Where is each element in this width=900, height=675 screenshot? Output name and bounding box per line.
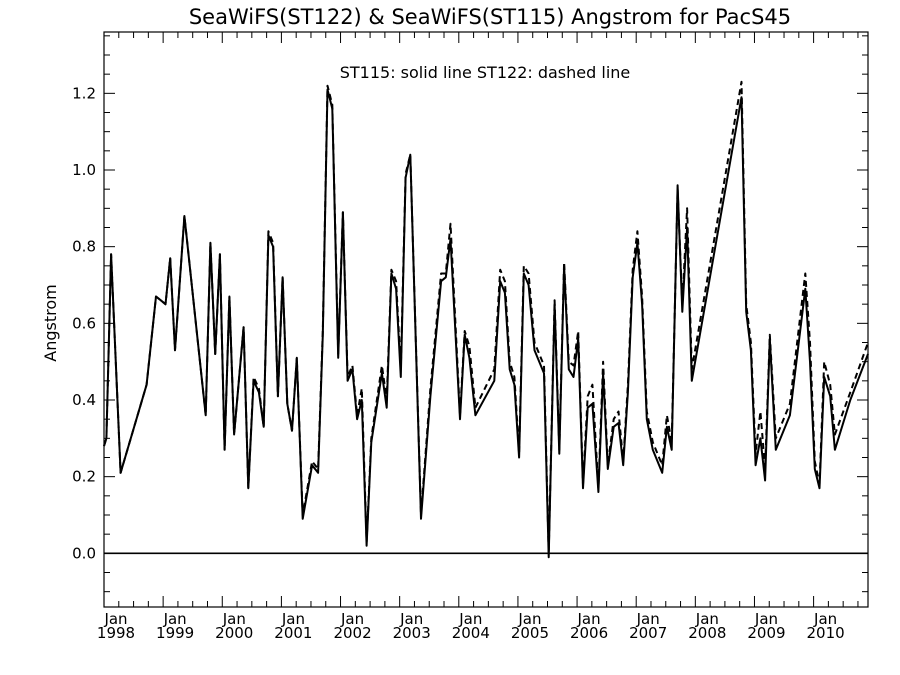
x-tick-label-month: Jan: [577, 610, 601, 628]
x-tick-label-year: 2010: [807, 624, 845, 642]
y-tick-label: 1.2: [72, 84, 96, 102]
x-tick-label-month: Jan: [103, 610, 127, 628]
axis-ticks: [103, 32, 868, 607]
y-tick-label: 0.6: [72, 314, 96, 332]
y-tick-label: 0.2: [72, 468, 96, 486]
x-tick-label-month: Jan: [754, 610, 778, 628]
x-tick-label-year: 2003: [393, 624, 431, 642]
x-tick-label-year: 2006: [570, 624, 608, 642]
x-tick-label-month: Jan: [399, 610, 423, 628]
plot-frame: [103, 31, 869, 608]
series-line-solid: [103, 88, 869, 559]
y-tick-label: 0.8: [72, 238, 96, 256]
series-lines: [103, 80, 869, 559]
x-tick-label-month: Jan: [517, 610, 541, 628]
x-tick-label-year: 2007: [629, 624, 667, 642]
series-line-dashed: [103, 80, 869, 555]
x-tick-label-year: 2000: [215, 624, 253, 642]
y-tick-label: 0.0: [72, 544, 96, 562]
line-style-annotation: ST115: solid line ST122: dashed line: [340, 63, 631, 82]
x-tick-label-year: 1999: [156, 624, 194, 642]
x-tick-label-year: 2001: [274, 624, 312, 642]
axis-tick-labels: 0.00.20.40.60.81.01.2Jan1998Jan1999Jan20…: [72, 84, 845, 642]
x-tick-label-year: 2008: [688, 624, 726, 642]
chart-title: SeaWiFS(ST122) & SeaWiFS(ST115) Angstrom…: [189, 5, 791, 29]
x-tick-label-month: Jan: [281, 610, 305, 628]
y-tick-label: 1.0: [72, 161, 96, 179]
x-tick-label-month: Jan: [222, 610, 246, 628]
x-tick-label-year: 1998: [97, 624, 135, 642]
x-tick-label-month: Jan: [695, 610, 719, 628]
y-axis-label: Angstrom: [41, 284, 60, 361]
y-tick-label: 0.4: [72, 391, 96, 409]
x-tick-label-month: Jan: [813, 610, 837, 628]
x-tick-label-month: Jan: [458, 610, 482, 628]
x-tick-label-year: 2009: [747, 624, 785, 642]
x-tick-label-month: Jan: [636, 610, 660, 628]
x-tick-label-month: Jan: [340, 610, 364, 628]
x-tick-label-year: 2005: [511, 624, 549, 642]
x-tick-label-year: 2002: [333, 624, 371, 642]
x-tick-label-year: 2004: [452, 624, 490, 642]
x-tick-label-month: Jan: [163, 610, 187, 628]
